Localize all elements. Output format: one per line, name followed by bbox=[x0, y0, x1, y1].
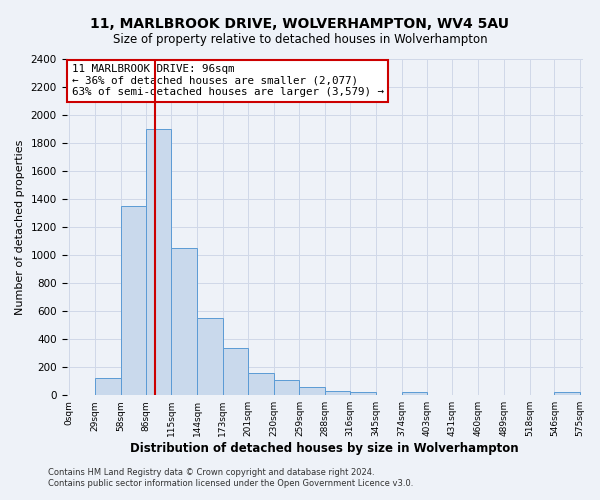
Bar bbox=[172, 248, 197, 395]
Bar bbox=[146, 129, 172, 395]
Bar bbox=[197, 318, 223, 395]
Bar bbox=[121, 206, 146, 395]
Bar bbox=[95, 378, 121, 395]
Text: Contains HM Land Registry data © Crown copyright and database right 2024.
Contai: Contains HM Land Registry data © Crown c… bbox=[48, 468, 413, 487]
Bar bbox=[401, 392, 427, 395]
Bar bbox=[299, 387, 325, 395]
X-axis label: Distribution of detached houses by size in Wolverhampton: Distribution of detached houses by size … bbox=[130, 442, 519, 455]
Bar bbox=[376, 394, 401, 395]
Text: 11, MARLBROOK DRIVE, WOLVERHAMPTON, WV4 5AU: 11, MARLBROOK DRIVE, WOLVERHAMPTON, WV4 … bbox=[91, 18, 509, 32]
Bar bbox=[554, 392, 580, 395]
Bar bbox=[325, 391, 350, 395]
Text: Size of property relative to detached houses in Wolverhampton: Size of property relative to detached ho… bbox=[113, 32, 487, 46]
Bar bbox=[248, 373, 274, 395]
Bar bbox=[274, 380, 299, 395]
Bar bbox=[350, 392, 376, 395]
Text: 11 MARLBROOK DRIVE: 96sqm
← 36% of detached houses are smaller (2,077)
63% of se: 11 MARLBROOK DRIVE: 96sqm ← 36% of detac… bbox=[71, 64, 383, 97]
Bar bbox=[223, 348, 248, 395]
Y-axis label: Number of detached properties: Number of detached properties bbox=[15, 140, 25, 315]
